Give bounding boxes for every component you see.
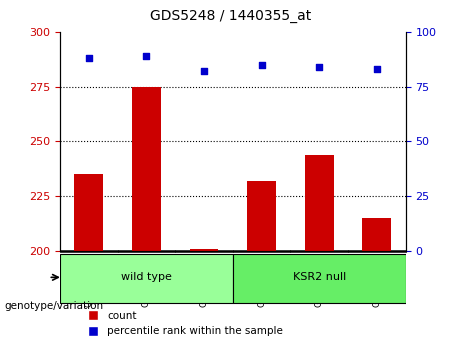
Bar xyxy=(60,250,118,252)
Bar xyxy=(60,254,233,303)
Bar xyxy=(305,155,334,251)
Bar xyxy=(233,250,290,252)
Bar xyxy=(290,250,348,252)
Bar xyxy=(132,87,161,251)
Bar xyxy=(233,254,406,303)
Point xyxy=(85,55,92,61)
Point xyxy=(258,62,266,68)
Bar xyxy=(362,218,391,251)
Text: GDS5248 / 1440355_at: GDS5248 / 1440355_at xyxy=(150,9,311,23)
Bar xyxy=(175,250,233,252)
Text: KSR2 null: KSR2 null xyxy=(293,272,346,282)
Bar xyxy=(348,250,406,252)
Bar xyxy=(247,181,276,251)
Point xyxy=(315,64,323,70)
Bar xyxy=(74,174,103,251)
Point xyxy=(142,53,150,59)
Point xyxy=(373,66,381,72)
Bar xyxy=(189,249,219,251)
Text: genotype/variation: genotype/variation xyxy=(5,301,104,311)
Legend: count, percentile rank within the sample: count, percentile rank within the sample xyxy=(83,311,284,336)
Bar xyxy=(118,250,175,252)
Point xyxy=(200,68,207,74)
Text: wild type: wild type xyxy=(121,272,172,282)
